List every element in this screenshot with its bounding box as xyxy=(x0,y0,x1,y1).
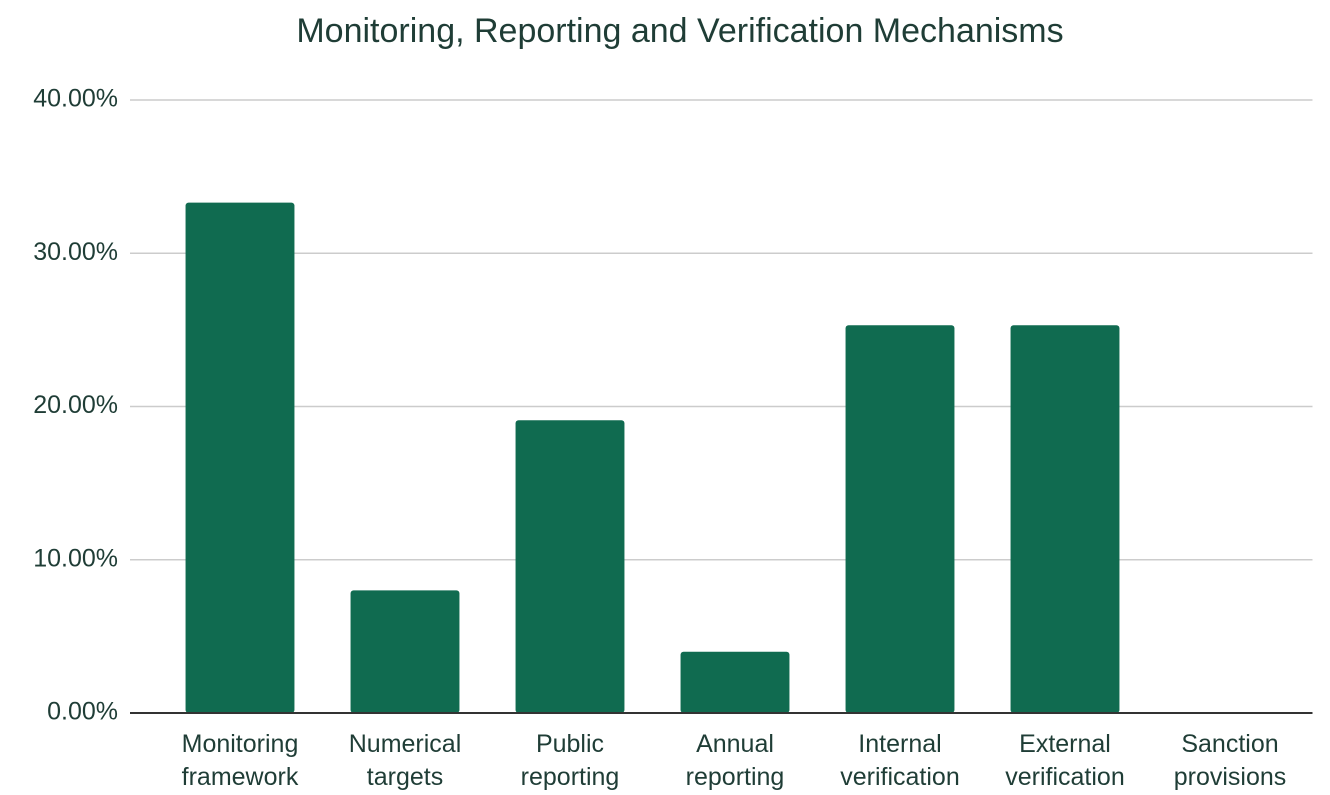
y-tick-label: 10.00% xyxy=(33,544,118,572)
x-tick-label: Public reporting xyxy=(520,730,620,791)
x-tick-label: Annual reporting xyxy=(685,730,785,791)
bar xyxy=(845,325,955,713)
bar xyxy=(350,590,460,713)
x-tick-label: Numerical targets xyxy=(348,730,462,791)
x-tick-label: Monitoring framework xyxy=(181,730,299,791)
y-tick-label: 20.00% xyxy=(33,391,118,419)
bar xyxy=(680,651,790,713)
x-tick-label: Internal verification xyxy=(840,730,960,791)
bar xyxy=(1010,325,1120,713)
y-tick-label: 30.00% xyxy=(33,238,118,266)
y-tick-label: 0.00% xyxy=(47,698,118,726)
bar xyxy=(515,420,625,713)
chart-title: Monitoring, Reporting and Verification M… xyxy=(296,12,1063,50)
bar xyxy=(185,202,295,714)
x-tick-label: Sanction provisions xyxy=(1173,730,1287,791)
x-tick-label: External verification xyxy=(1005,730,1125,791)
y-tick-label: 40.00% xyxy=(33,85,118,113)
